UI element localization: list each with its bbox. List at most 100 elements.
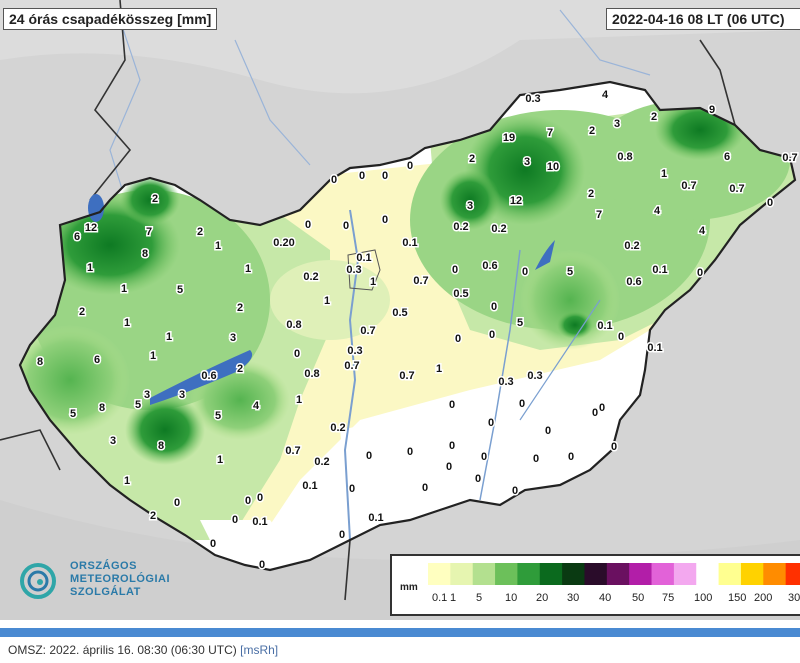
station-value: 0: [475, 473, 481, 485]
legend-tick-label: 200: [754, 592, 773, 604]
legend-tick-label: 5: [476, 592, 483, 604]
station-value: 0.1: [302, 480, 317, 492]
station-value: 8: [37, 356, 43, 368]
station-value: 0.7: [344, 360, 359, 372]
legend-swatch: [785, 563, 800, 585]
station-value: 0: [210, 538, 216, 550]
legend-tick-label: 10: [505, 592, 518, 604]
legend-tick-label: 30: [788, 592, 800, 604]
legend-swatch: [517, 563, 541, 585]
station-value: 0.8: [617, 151, 632, 163]
logo-line-1: ORSZÁGOS: [70, 560, 137, 572]
station-value: 0: [533, 453, 539, 465]
precipitation-map: 0.3 4 9 19 7 2 3 2 3 10 0.8 6 0.7 1 0.7 0.7 0 0 0 0 2 12 2 0 4 3 0…: [0, 0, 800, 620]
station-value: 0: [422, 482, 428, 494]
station-value: 3: [524, 156, 530, 168]
legend-swatch: [629, 563, 653, 585]
station-value: 0.2: [491, 223, 506, 235]
legend-swatch: [740, 563, 764, 585]
station-value: 0.6: [201, 370, 216, 382]
station-value: 8: [142, 248, 148, 260]
station-value: 0.3: [346, 264, 361, 276]
station-value: 0: [767, 197, 773, 209]
logo-line-2: METEOROLÓGIAI: [70, 573, 170, 585]
station-value: 1: [87, 262, 93, 274]
station-value: 6: [94, 354, 100, 366]
logo-swirl-icon: [20, 563, 56, 599]
station-value: 0.3: [347, 345, 362, 357]
station-value: 2: [237, 302, 243, 314]
station-value: 5: [135, 399, 141, 411]
station-value: 0: [512, 485, 518, 497]
station-value: 0: [697, 267, 703, 279]
station-value: 0: [545, 425, 551, 437]
station-value: 1: [436, 363, 442, 375]
footer-text: OMSZ: 2022. április 16. 08:30 (06:30 UTC…: [8, 643, 237, 657]
station-value: 0: [339, 529, 345, 541]
station-value: 0.3: [525, 93, 540, 105]
station-value: 0: [568, 451, 574, 463]
station-value: 0: [382, 170, 388, 182]
station-value: 0: [522, 266, 528, 278]
station-value: 0.7: [413, 275, 428, 287]
station-value: 0: [489, 329, 495, 341]
station-value: 0.2: [453, 221, 468, 233]
station-value: 0.2: [303, 271, 318, 283]
station-value: 0: [449, 399, 455, 411]
station-value: 4: [602, 89, 609, 101]
station-value: 1: [370, 276, 376, 288]
legend-swatch: [472, 563, 496, 585]
station-value: 0: [455, 333, 461, 345]
logo-line-3: SZOLGÁLAT: [70, 586, 141, 598]
station-value: 12: [85, 222, 97, 234]
footer-source-link[interactable]: [msRh]: [240, 643, 279, 657]
station-value: 0: [331, 174, 337, 186]
station-value: 0: [599, 402, 605, 414]
station-value: 0: [359, 170, 365, 182]
legend-unit: mm: [400, 582, 418, 593]
station-value: 0: [446, 461, 452, 473]
station-value: 0.1: [652, 264, 667, 276]
station-value: 0: [174, 497, 180, 509]
legend-swatch: [562, 563, 585, 585]
station-value: 7: [547, 127, 553, 139]
station-value: 0.7: [285, 445, 300, 457]
legend-swatch: [428, 563, 451, 585]
station-value: 5: [567, 266, 573, 278]
station-value: 0.1: [252, 516, 267, 528]
legend-swatch: [606, 563, 630, 585]
station-value: 6: [74, 231, 80, 243]
station-value: 0: [407, 446, 413, 458]
legend-tick-label: 50: [632, 592, 645, 604]
legend-tick-label: 20: [536, 592, 549, 604]
station-value: 0.20: [273, 237, 294, 249]
station-value: 0: [259, 559, 265, 571]
station-value: 1: [166, 331, 172, 343]
station-value: 0.1: [647, 342, 662, 354]
station-value: 1: [121, 283, 127, 295]
station-value: 3: [467, 200, 473, 212]
station-value: 1: [661, 168, 667, 180]
station-value: 0.5: [392, 307, 407, 319]
station-value: 0.8: [304, 368, 319, 380]
station-value: 0.2: [314, 456, 329, 468]
station-value: 8: [99, 402, 105, 414]
legend-swatch: [584, 563, 608, 585]
legend-swatch: [673, 563, 697, 585]
station-value: 0: [366, 450, 372, 462]
station-value: 0: [452, 264, 458, 276]
station-value: 0: [245, 495, 251, 507]
station-value: 3: [230, 332, 236, 344]
station-value: 5: [70, 408, 76, 420]
station-value: 5: [215, 410, 221, 422]
station-value: 2: [589, 125, 595, 137]
station-value: 4: [253, 400, 260, 412]
station-value: 0: [519, 398, 525, 410]
station-value: 1: [296, 394, 302, 406]
station-value: 9: [709, 104, 715, 116]
station-value: 2: [79, 306, 85, 318]
station-value: 0: [592, 407, 598, 419]
station-value: 7: [596, 209, 602, 221]
